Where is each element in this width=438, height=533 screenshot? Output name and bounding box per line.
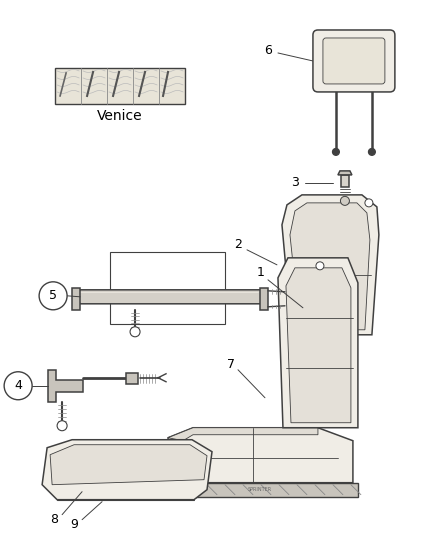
Circle shape <box>130 327 140 337</box>
Polygon shape <box>278 258 358 427</box>
Polygon shape <box>48 370 83 402</box>
Text: 8: 8 <box>50 513 58 526</box>
Circle shape <box>365 199 373 207</box>
FancyBboxPatch shape <box>323 38 385 84</box>
Polygon shape <box>42 440 212 499</box>
Text: 2: 2 <box>234 238 242 252</box>
Polygon shape <box>72 288 80 310</box>
Circle shape <box>4 372 32 400</box>
Text: 1: 1 <box>257 266 265 279</box>
Text: 5: 5 <box>49 289 57 302</box>
Polygon shape <box>50 445 207 484</box>
Text: Venice: Venice <box>97 109 143 123</box>
Circle shape <box>332 148 339 156</box>
Circle shape <box>340 196 350 205</box>
Bar <box>55 68 185 104</box>
FancyBboxPatch shape <box>313 30 395 92</box>
Text: 6: 6 <box>264 44 272 58</box>
Polygon shape <box>282 195 379 335</box>
Text: 9: 9 <box>70 518 78 531</box>
Polygon shape <box>168 427 318 441</box>
Polygon shape <box>341 175 349 187</box>
Polygon shape <box>290 203 370 330</box>
Bar <box>163 483 358 497</box>
Polygon shape <box>260 288 268 310</box>
Circle shape <box>368 148 375 156</box>
Polygon shape <box>126 373 138 384</box>
Polygon shape <box>75 290 267 304</box>
Circle shape <box>316 262 324 270</box>
Circle shape <box>57 421 67 431</box>
Polygon shape <box>286 268 351 423</box>
Text: 4: 4 <box>14 379 22 392</box>
Bar <box>110 252 225 324</box>
Polygon shape <box>168 427 353 483</box>
Text: SPRINTER: SPRINTER <box>248 487 272 492</box>
Text: 3: 3 <box>291 176 299 189</box>
Text: 7: 7 <box>227 358 235 372</box>
Polygon shape <box>338 171 352 175</box>
Circle shape <box>39 282 67 310</box>
